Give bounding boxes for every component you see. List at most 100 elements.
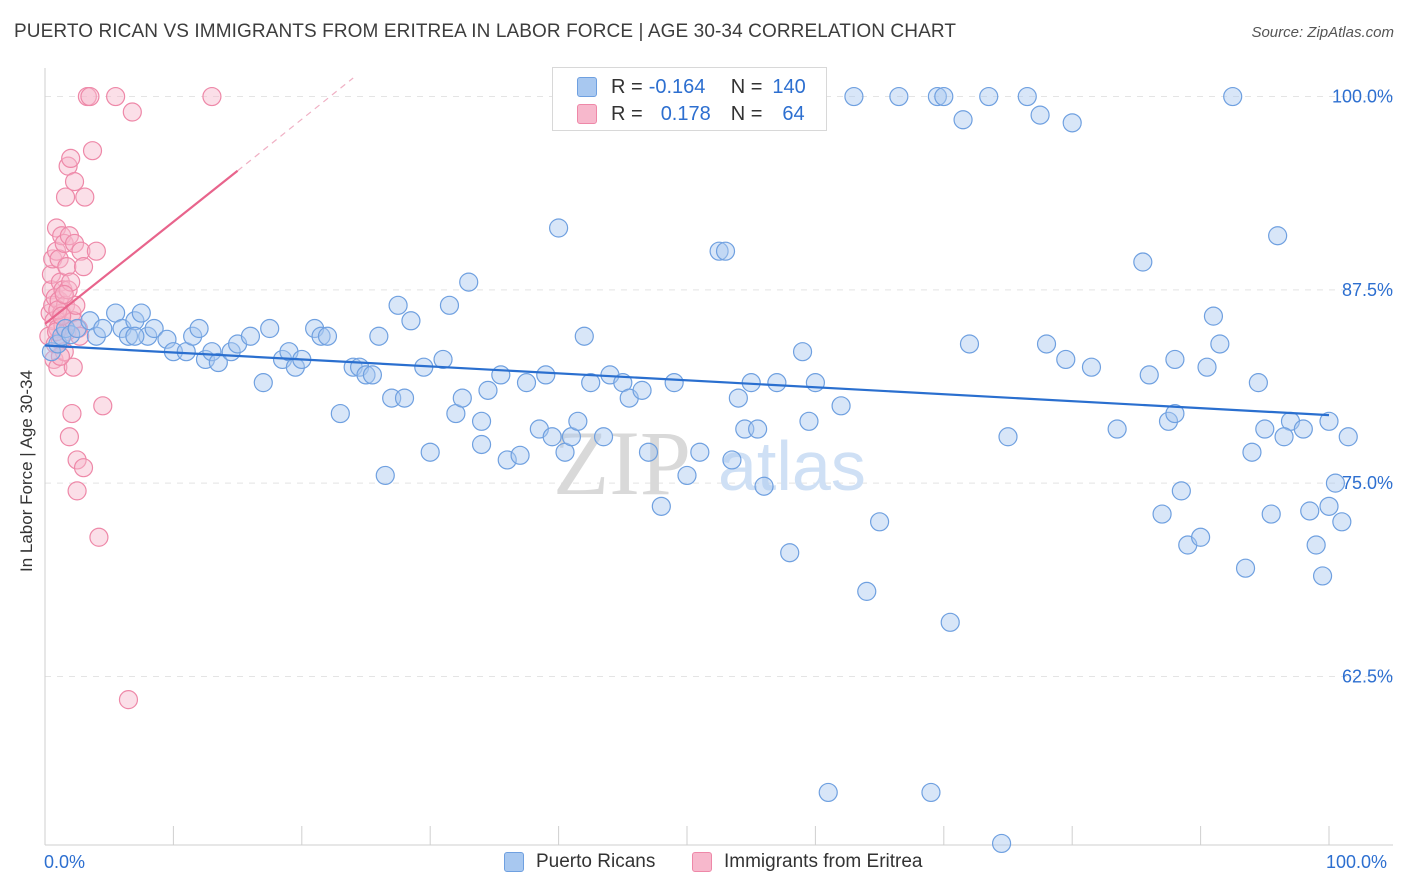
puerto-rican-point: [55, 318, 76, 339]
puerto-rican-point: [1081, 357, 1102, 377]
puerto-rican-point: [991, 833, 1012, 854]
puerto-rican-point: [1300, 501, 1320, 521]
puerto-rican-point: [542, 427, 562, 447]
puerto-rican-point: [1312, 566, 1333, 586]
puerto-rican-point: [452, 388, 472, 408]
puerto-rican-point: [240, 326, 261, 346]
puerto-rican-point: [536, 365, 556, 385]
puerto-rican-point: [869, 512, 890, 532]
puerto-rican-point: [1165, 349, 1185, 370]
eritrea-point: [75, 187, 95, 207]
puerto-rican-point: [1030, 105, 1050, 125]
puerto-rican-point: [927, 86, 947, 107]
y-tick-label: 87.5%: [1342, 280, 1393, 300]
puerto-rican-point: [1248, 373, 1268, 393]
legend-box: R = -0.164 N = 140 R = 0.178 N = 64: [552, 67, 827, 131]
x-tick-label-max: 100.0%: [1326, 852, 1388, 872]
puerto-rican-point: [311, 326, 331, 346]
eritrea-point: [59, 427, 79, 447]
puerto-rican-point: [1261, 504, 1281, 524]
puerto-rican-trend-line: [44, 344, 1330, 417]
puerto-rican-point: [805, 373, 826, 393]
puerto-rican-point: [1056, 349, 1076, 370]
puerto-rican-point: [715, 241, 736, 261]
puerto-rican-point: [1165, 403, 1185, 424]
puerto-rican-point: [183, 326, 203, 346]
puerto-rican-point: [728, 388, 748, 408]
puerto-rican-point: [632, 380, 652, 400]
blue-swatch: [504, 852, 524, 872]
puerto-rican-point: [375, 465, 395, 486]
puerto-rican-point: [401, 311, 421, 331]
legend-row-puerto-ricans: R = -0.164 N = 140: [577, 74, 806, 100]
puerto-rican-point: [574, 326, 594, 346]
eritrea-trend-extension: [237, 77, 354, 172]
puerto-rican-point: [831, 396, 851, 416]
eritrea-point: [106, 86, 126, 107]
puerto-rican-point: [677, 465, 697, 486]
puerto-rican-point: [369, 326, 389, 346]
eritrea-point: [73, 257, 94, 277]
eritrea-point: [202, 86, 222, 107]
legend-n-label: N =: [730, 75, 763, 98]
eritrea-point: [54, 284, 74, 305]
puerto-rican-point: [818, 782, 838, 803]
eritrea-point: [64, 233, 85, 254]
puerto-rican-point: [189, 318, 209, 339]
puerto-rican-point: [780, 543, 800, 563]
legend-r-label: R =: [611, 102, 643, 125]
eritrea-point: [49, 249, 69, 269]
bottom-legend-puerto-ricans: Puerto Ricans: [504, 851, 655, 873]
puerto-rican-point: [748, 419, 768, 439]
eritrea-point: [80, 86, 100, 107]
puerto-rican-point: [940, 612, 960, 632]
puerto-rican-point: [1171, 481, 1191, 501]
watermark-atlas: atlas: [718, 427, 866, 505]
y-tick-labels: 62.5% 75.0% 87.5% 100.0%: [1332, 87, 1393, 687]
puerto-rican-point: [1158, 411, 1179, 431]
puerto-rican-point: [792, 342, 813, 362]
puerto-rican-point: [1210, 334, 1230, 354]
puerto-rican-point: [709, 241, 729, 261]
eritrea-point: [67, 450, 87, 470]
grid-lines: [45, 96, 1393, 677]
puerto-rican-point: [857, 581, 877, 601]
legend-r-value: -0.164: [648, 75, 706, 98]
puerto-rican-point: [921, 782, 941, 803]
pink-swatch: [692, 852, 712, 872]
eritrea-point: [71, 241, 91, 261]
puerto-rican-point: [844, 86, 864, 107]
puerto-rican-point: [491, 365, 511, 385]
puerto-rican-point: [157, 329, 177, 349]
puerto-rican-point: [1036, 334, 1057, 354]
puerto-rican-point: [953, 110, 973, 130]
puerto-rican-point: [1325, 473, 1346, 493]
puerto-rican-point: [439, 295, 460, 315]
eritrea-point: [67, 481, 87, 501]
eritrea-point: [86, 241, 106, 261]
puerto-rican-point: [1017, 86, 1037, 107]
puerto-rican-point: [1139, 365, 1159, 385]
legend-r-label: R =: [611, 75, 643, 98]
source-label: Source: ZipAtlas.com: [1251, 24, 1394, 41]
puerto-rican-point: [362, 365, 383, 385]
puerto-rican-point: [208, 352, 228, 373]
puerto-rican-point: [1274, 427, 1294, 447]
trend-lines: [44, 77, 1330, 417]
watermark: ZIP atlas: [553, 412, 866, 514]
puerto-rican-point: [253, 373, 273, 393]
legend-r-value: 0.178: [660, 102, 711, 125]
puerto-rican-point: [131, 303, 151, 323]
puerto-rican-point: [998, 427, 1018, 447]
puerto-rican-point: [979, 86, 999, 107]
legend-n-label: N =: [730, 102, 763, 125]
chart-title: PUERTO RICAN VS IMMIGRANTS FROM ERITREA …: [14, 21, 957, 42]
eritrea-point: [52, 306, 72, 326]
puerto-rican-point: [1062, 113, 1082, 133]
eritrea-point: [57, 257, 77, 277]
eritrea-point: [89, 527, 109, 547]
puerto-rican-point: [1255, 419, 1275, 439]
puerto-rican-point: [394, 388, 415, 408]
puerto-rican-point: [690, 442, 710, 462]
puerto-rican-point: [125, 311, 145, 331]
